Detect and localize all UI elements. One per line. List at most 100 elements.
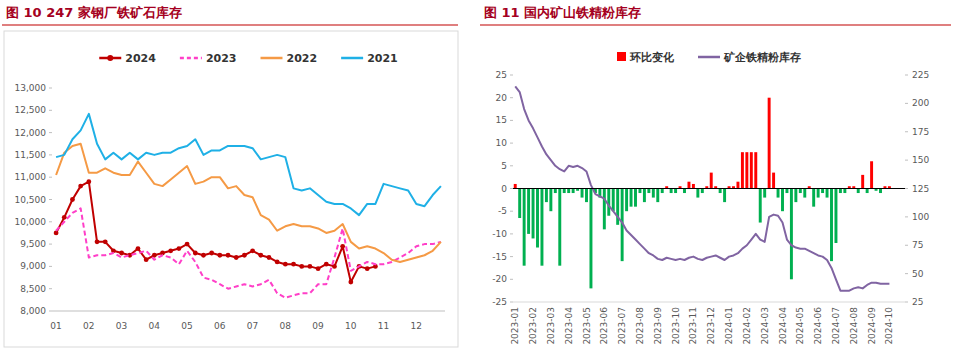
y-tick	[510, 75, 513, 76]
y-tick-label: -25	[492, 297, 507, 307]
bar	[701, 189, 704, 194]
bar	[834, 189, 837, 243]
bar	[625, 189, 628, 212]
bar	[692, 184, 695, 189]
legend-label: 环比变化	[629, 51, 675, 64]
title-rule	[2, 24, 458, 25]
x-tick-label: 2023-04	[564, 307, 574, 345]
bar	[518, 189, 521, 219]
bar	[603, 189, 606, 230]
series-marker	[185, 242, 190, 247]
y-tick-label: 25	[496, 70, 507, 80]
y2-tick-label: 200	[912, 98, 929, 108]
bar	[558, 189, 561, 266]
legend-item: 2021	[341, 52, 398, 65]
title-rule	[480, 24, 951, 25]
x-tick-label: 2024-07	[831, 307, 841, 345]
y-tick-label: 12,000	[15, 128, 47, 138]
x-axis-bottom	[513, 302, 905, 303]
bar	[514, 184, 517, 189]
y-tick-label: 8,500	[20, 284, 46, 294]
x-tick-label: 01	[50, 321, 61, 331]
y-tick-label: 10	[496, 138, 508, 148]
bar	[750, 152, 753, 188]
legend-item: 环比变化	[617, 51, 675, 64]
bar	[839, 189, 842, 194]
legend-marker	[107, 55, 113, 61]
bar	[790, 189, 793, 280]
bar	[861, 175, 864, 189]
legend-swatch	[341, 57, 363, 60]
bar	[817, 189, 820, 198]
y2-tick-label: 150	[912, 155, 929, 165]
series-marker	[226, 253, 231, 258]
y2-tick-label: 25	[912, 297, 923, 307]
legend-swatch	[261, 57, 283, 60]
series-marker	[103, 239, 108, 244]
y2-tick-label: 50	[912, 269, 924, 279]
x-tick-label: 2023-01	[510, 307, 520, 345]
y-tick-label: -10	[492, 229, 507, 239]
series-marker	[177, 246, 182, 251]
bar	[803, 189, 806, 198]
x-tick-label: 11	[378, 321, 389, 331]
y-tick-label: 13,000	[15, 83, 47, 93]
x-tick-label: 2023-05	[582, 307, 592, 345]
zero-line	[513, 188, 905, 189]
bar	[763, 189, 766, 198]
y-tick	[49, 266, 52, 267]
y-tick-label: 0	[501, 184, 507, 194]
x-tick-label: 2023-12	[706, 307, 716, 345]
y2-tick	[905, 273, 908, 274]
legend-item: 2022	[261, 52, 318, 65]
legend-item: 矿企铁精粉库存	[698, 51, 801, 64]
y2-tick-label: 175	[912, 127, 929, 137]
series-marker	[283, 262, 288, 267]
series-marker	[54, 231, 59, 236]
bar	[772, 173, 775, 189]
x-tick-label: 2024-01	[724, 307, 734, 345]
legend-item: 2024	[99, 52, 156, 65]
bar	[607, 189, 610, 216]
y-tick	[510, 97, 513, 98]
y-tick-label: -20	[492, 274, 507, 284]
y-tick	[510, 143, 513, 144]
series-marker	[144, 257, 149, 262]
y-tick	[510, 211, 513, 212]
series-marker	[316, 266, 321, 271]
bar	[554, 189, 557, 194]
legend: 2024 2023 2022 2021	[99, 52, 398, 65]
y-tick-label: 9,500	[20, 239, 46, 249]
chart-title: 图 11 国内矿山铁精粉库存	[484, 5, 641, 20]
x-tick-label: 2023-03	[546, 307, 556, 345]
bar	[523, 189, 526, 266]
bar	[656, 189, 659, 203]
y-tick	[49, 288, 52, 289]
y2-tick-label: 75	[912, 240, 923, 250]
x-tick-label: 09	[312, 321, 324, 331]
bar	[794, 189, 797, 203]
legend-label: 2022	[287, 52, 318, 65]
bar	[634, 189, 637, 207]
x-tick-label: 2023-02	[528, 307, 538, 345]
legend-item: 2023	[180, 52, 237, 65]
y-tick-label: 12,500	[15, 105, 47, 115]
bar	[879, 189, 882, 194]
series-marker	[291, 262, 296, 267]
bar	[647, 189, 650, 194]
bar	[652, 189, 655, 198]
y-tick-label: 8,000	[20, 306, 46, 316]
x-tick-label: 12	[411, 321, 422, 331]
y-tick	[49, 177, 52, 178]
bar	[581, 189, 584, 198]
x-tick-label: 2024-08	[849, 307, 859, 345]
y2-tick-label: 100	[912, 212, 929, 222]
y-tick-label: 11,500	[15, 150, 47, 160]
x-tick-label: 2024-02	[742, 307, 752, 345]
bar	[826, 189, 829, 198]
series-marker	[299, 264, 304, 269]
x-tick-label: 2023-10	[671, 307, 681, 345]
x-tick-label: 2024-06	[813, 307, 823, 345]
series-marker	[365, 266, 370, 271]
bar	[540, 189, 543, 266]
